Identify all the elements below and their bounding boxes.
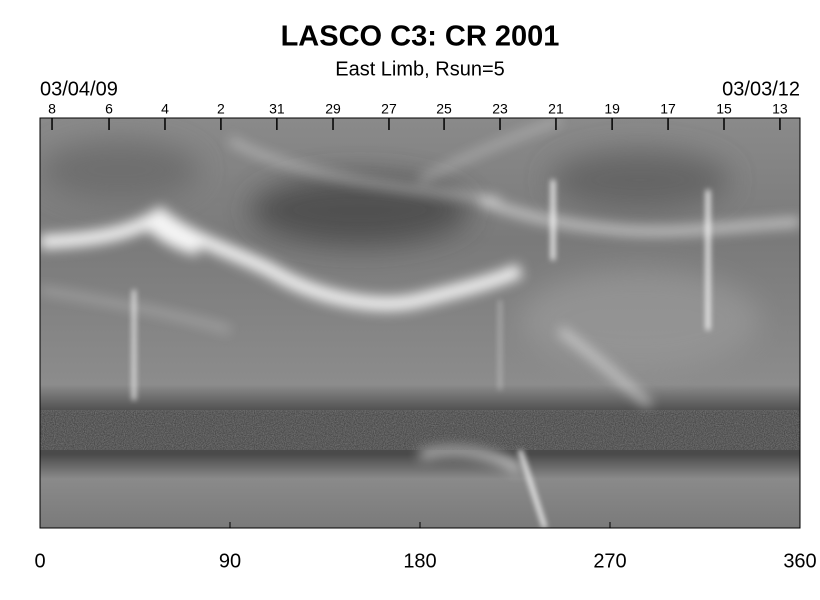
top-tick-label: 29 bbox=[325, 101, 341, 117]
chart-subtitle: East Limb, Rsun=5 bbox=[335, 58, 505, 80]
top-tick-label: 8 bbox=[48, 101, 56, 117]
top-tick-label: 31 bbox=[269, 101, 285, 117]
x-tick-label: 0 bbox=[34, 550, 45, 572]
top-tick-label: 21 bbox=[548, 101, 564, 117]
x-tick-label: 180 bbox=[403, 550, 436, 572]
top-tick-label: 17 bbox=[660, 101, 676, 117]
chart-title: LASCO C3: CR 2001 bbox=[281, 21, 560, 53]
top-tick-label: 27 bbox=[381, 101, 397, 117]
x-tick-label: 270 bbox=[593, 550, 626, 572]
end-date: 03/03/12 bbox=[722, 78, 800, 100]
top-tick-label: 15 bbox=[716, 101, 732, 117]
start-date: 03/04/09 bbox=[40, 78, 118, 100]
x-tick-label: 90 bbox=[219, 550, 241, 572]
top-tick-label: 6 bbox=[105, 101, 113, 117]
top-tick-label: 23 bbox=[492, 101, 508, 117]
top-tick-label: 4 bbox=[161, 101, 169, 117]
top-tick-label: 2 bbox=[217, 101, 225, 117]
top-tick-label: 19 bbox=[604, 101, 620, 117]
top-tick-label: 25 bbox=[436, 101, 452, 117]
x-tick-label: 360 bbox=[783, 550, 816, 572]
synoptic-image bbox=[40, 118, 800, 528]
top-tick-label: 13 bbox=[772, 101, 788, 117]
